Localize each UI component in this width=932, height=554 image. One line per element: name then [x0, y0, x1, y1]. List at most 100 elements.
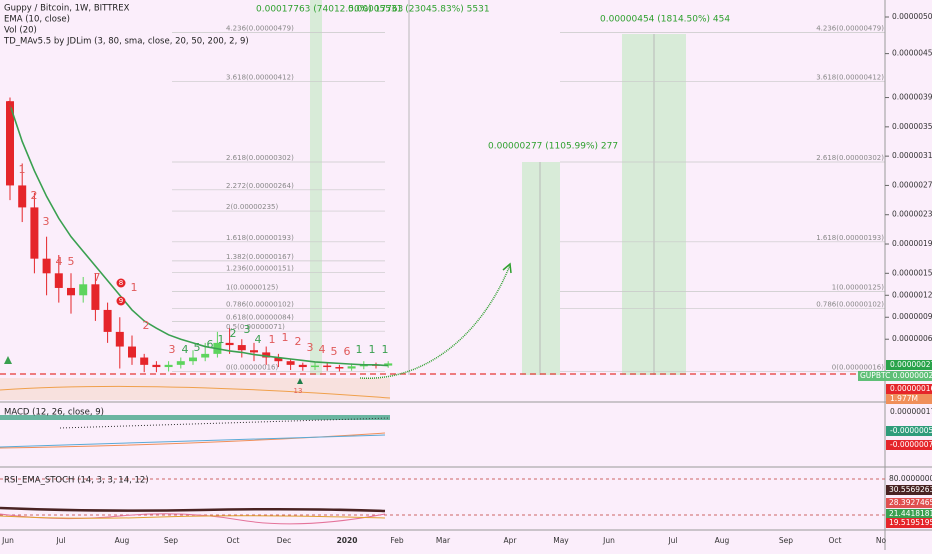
fib-label: 2.618(0.00000302)	[226, 154, 294, 162]
target-zone	[310, 0, 322, 375]
candle-body	[286, 361, 295, 365]
time-label: No	[876, 536, 887, 545]
time-label: Aug	[715, 536, 730, 545]
time-label: Sep	[779, 536, 793, 545]
fib-label: 1(0.00000125)	[832, 284, 884, 292]
td-count: 4	[319, 343, 326, 356]
td-count: 3	[307, 341, 314, 354]
volume-ma	[0, 385, 391, 399]
td-count: 2	[143, 319, 150, 332]
rsi-axis-label: 19.51951952	[889, 518, 932, 527]
candle-body	[6, 101, 14, 186]
candle-body	[384, 363, 393, 366]
fib-label: 1.236(0.00000151)	[226, 265, 294, 273]
td-count: 4	[255, 333, 262, 346]
td-count: 1	[369, 343, 376, 356]
axis-badge	[886, 498, 932, 508]
fib-label: 1.382(0.00000167)	[226, 253, 294, 261]
candle-body	[335, 367, 344, 369]
fib-label: 0.618(0.00000084)	[226, 314, 294, 322]
td-count: 4	[56, 255, 63, 268]
time-label: Mar	[436, 536, 451, 545]
time-label: Feb	[390, 536, 404, 545]
td-badge	[116, 278, 126, 288]
candle-body	[91, 284, 100, 310]
fib-label: 0.5(0.00000071)	[226, 323, 285, 331]
td-count: 4	[182, 343, 189, 356]
target-label: 0.00000277 (1105.99%) 277	[488, 142, 618, 152]
candle-body	[54, 273, 63, 288]
candle-body	[250, 350, 258, 353]
td-count: 7	[94, 271, 101, 284]
candle-body	[201, 353, 210, 358]
price-badge	[886, 360, 932, 370]
time-label: Jun	[1, 536, 14, 545]
macd-line	[0, 434, 386, 448]
rsi-axis-label: 21.44181818	[889, 509, 932, 518]
candle-body	[298, 364, 307, 368]
rsi-axis-label: 30.55692635	[889, 485, 932, 494]
axis-badge	[886, 485, 932, 495]
volume-area	[0, 378, 390, 400]
candle-body	[164, 364, 173, 368]
macd-histogram	[0, 415, 390, 420]
fib-label: 4.236(0.00000479)	[226, 24, 294, 32]
rsi-axis-label: 28.39274650	[889, 498, 932, 507]
td-count: 2	[31, 189, 38, 202]
macd-axis-label: -0.00000056	[890, 426, 932, 435]
candle-body	[237, 345, 246, 351]
candle-body	[262, 352, 271, 358]
macd-trend	[59, 417, 391, 429]
td-count: 1	[382, 343, 389, 356]
td-count: 5	[331, 345, 338, 358]
legend-text: EMA (10, close)	[4, 15, 70, 25]
price-badge	[886, 384, 932, 394]
macd-axis-label: -0.00000073	[890, 440, 932, 449]
td-count: 2	[230, 327, 237, 340]
time-label: Oct	[829, 536, 842, 545]
td-count: 8	[119, 279, 123, 287]
fib-label: 0(0.00000016)	[832, 363, 884, 371]
price-badge	[858, 371, 932, 381]
candle-body	[79, 284, 88, 296]
price-badge-text: 0.00000016	[890, 384, 932, 393]
macd-signal	[0, 432, 386, 449]
td-count: 3	[169, 343, 176, 356]
td-count: 6	[207, 338, 214, 351]
time-label: Jul	[667, 536, 677, 545]
fib-label: 1.618(0.00000193)	[816, 234, 884, 242]
td-count: 3	[244, 323, 251, 336]
time-label: Aug	[115, 536, 130, 545]
axis-badge	[886, 509, 932, 519]
price-badge	[886, 394, 932, 404]
price-badge-text: GUPBTC 0.00000025	[860, 371, 932, 380]
legend-text: Guppy / Bitcoin, 1W, BITTREX	[4, 4, 130, 14]
stoch-line	[0, 515, 386, 519]
td-count: 5	[194, 341, 201, 354]
candle-body	[42, 258, 51, 274]
fib-label: 3.618(0.00000412)	[226, 73, 294, 81]
axis-badge	[886, 518, 932, 528]
fib-label: 1(0.00000125)	[226, 284, 278, 292]
rsi-axis-label: 80.00000000	[889, 474, 932, 483]
time-label: May	[553, 536, 569, 545]
time-label: Jul	[55, 536, 65, 545]
projection-arrow	[359, 264, 511, 379]
buy-arrow	[4, 356, 12, 364]
target-label: 0.00000454 (1814.50%) 454	[600, 15, 730, 25]
candle-body	[323, 365, 332, 368]
rsi-line	[0, 506, 386, 513]
candle-body	[225, 342, 234, 346]
td-count: 9	[119, 297, 123, 305]
time-label: Jun	[602, 536, 615, 545]
